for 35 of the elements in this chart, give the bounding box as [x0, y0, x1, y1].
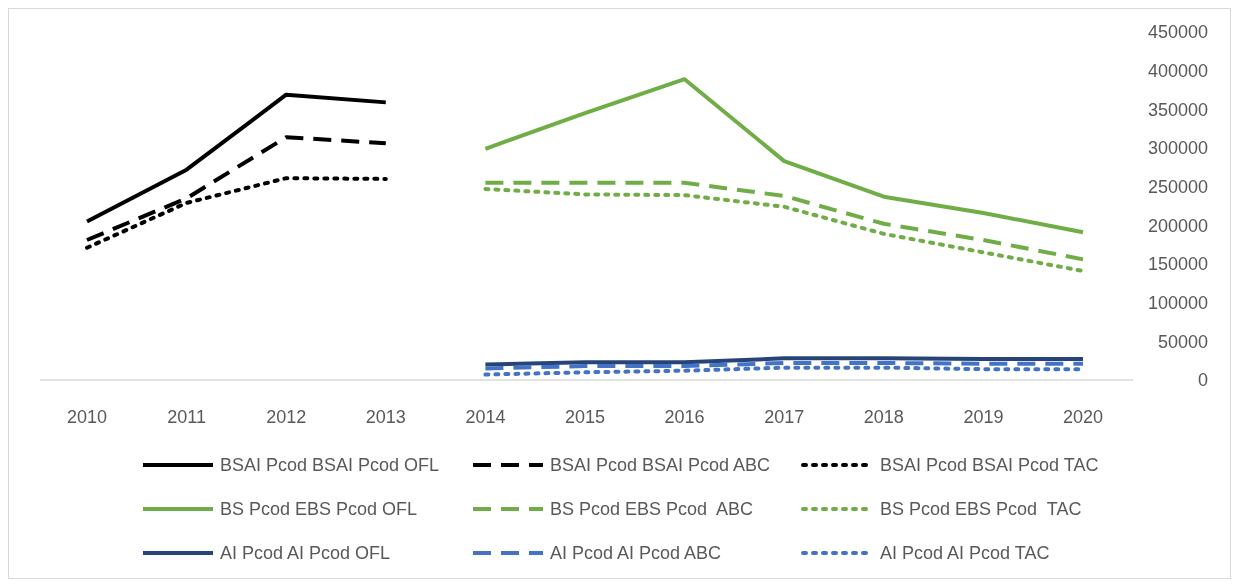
legend-label: BSAI Pcod BSAI Pcod ABC: [550, 455, 771, 476]
x-tick-label: 2016: [664, 407, 705, 428]
x-tick-label: 2011: [167, 407, 206, 428]
y-tick-label: 300000: [1147, 138, 1208, 159]
y-tick-label: 400000: [1147, 60, 1208, 81]
y-tick-label: 350000: [1147, 99, 1208, 120]
line-series: [483, 186, 1085, 273]
x-tick-label: 2015: [564, 407, 606, 428]
y-tick-label: 250000: [1147, 176, 1208, 197]
legend-label: AI Pcod AI Pcod OFL: [220, 543, 391, 564]
legend-label: BS Pcod EBS Pcod ABC: [550, 499, 754, 520]
line-series: [483, 180, 1085, 262]
y-tick-label: 450000: [1147, 22, 1208, 43]
y-tick-label: 100000: [1147, 292, 1208, 313]
line-series: [85, 92, 388, 224]
y-tick-label: 0: [1197, 370, 1208, 391]
x-tick-label: 2020: [1062, 407, 1104, 428]
x-tick-label: 2013: [365, 407, 406, 428]
legend-label: BS Pcod EBS Pcod TAC: [880, 499, 1082, 520]
y-tick-label: 200000: [1147, 215, 1208, 236]
legend-label: AI Pcod AI Pcod TAC: [880, 543, 1050, 564]
x-tick-label: 2017: [764, 407, 805, 428]
line-series: [483, 77, 1085, 235]
x-tick-label: 2019: [963, 407, 1004, 428]
x-tick-label: 2018: [863, 407, 904, 428]
legend-label: BS Pcod EBS Pcod OFL: [220, 499, 418, 520]
legend-label: AI Pcod AI Pcod ABC: [550, 543, 722, 564]
line-series: [483, 356, 1085, 367]
legend-label: BSAI Pcod BSAI Pcod OFL: [220, 455, 440, 476]
x-tick-label: 2014: [465, 407, 506, 428]
x-tick-label: 2012: [266, 407, 307, 428]
y-tick-label: 150000: [1147, 254, 1208, 275]
legend-label: BSAI Pcod BSAI Pcod TAC: [880, 455, 1099, 476]
y-tick-label: 50000: [1157, 331, 1208, 352]
x-tick-label: 2010: [66, 407, 108, 428]
